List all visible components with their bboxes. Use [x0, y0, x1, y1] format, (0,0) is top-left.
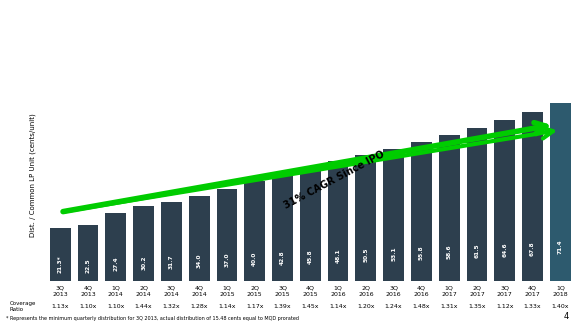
- Bar: [411, 142, 432, 281]
- Text: 1.33x: 1.33x: [524, 304, 541, 309]
- Bar: [466, 128, 487, 281]
- Text: 53.1: 53.1: [391, 246, 396, 261]
- Text: 50.5: 50.5: [363, 248, 368, 262]
- Text: 1.20x: 1.20x: [357, 304, 375, 309]
- Bar: [550, 103, 571, 281]
- Text: 27.4: 27.4: [113, 256, 118, 271]
- Bar: [300, 167, 321, 281]
- Text: 21.3*: 21.3*: [58, 255, 63, 273]
- Bar: [522, 112, 543, 281]
- Text: 42.8: 42.8: [280, 250, 285, 265]
- FancyArrowPatch shape: [63, 123, 546, 212]
- Text: DISTRIBUTION GROWTH: DISTRIBUTION GROWTH: [12, 19, 311, 39]
- Text: 1.24x: 1.24x: [385, 304, 403, 309]
- Text: 1.10x: 1.10x: [107, 304, 125, 309]
- Text: 1.31x: 1.31x: [440, 304, 458, 309]
- Bar: [383, 149, 404, 281]
- Bar: [244, 182, 265, 281]
- Bar: [78, 225, 99, 281]
- Bar: [216, 189, 237, 281]
- Text: 1.35x: 1.35x: [468, 304, 485, 309]
- Text: 64.6: 64.6: [502, 242, 508, 257]
- Text: 55.8: 55.8: [419, 245, 424, 260]
- Text: Coverage
Ratio: Coverage Ratio: [9, 301, 36, 312]
- Text: 1.13x: 1.13x: [52, 304, 69, 309]
- Text: 1.44x: 1.44x: [135, 304, 153, 309]
- Text: 1.28x: 1.28x: [190, 304, 208, 309]
- Bar: [494, 120, 515, 281]
- Bar: [106, 213, 126, 281]
- Text: 58.6: 58.6: [447, 245, 452, 259]
- Text: 37.0: 37.0: [224, 253, 230, 267]
- Bar: [161, 202, 182, 281]
- Text: 34.0: 34.0: [197, 254, 202, 268]
- Text: 1.40x: 1.40x: [552, 304, 569, 309]
- Text: Partners: Partners: [533, 33, 568, 42]
- Bar: [356, 155, 376, 281]
- Text: * Represents the minimum quarterly distribution for 3Q 2013, actual distribution: * Represents the minimum quarterly distr…: [6, 317, 299, 321]
- Text: 31.7: 31.7: [169, 255, 174, 269]
- Text: 67.8: 67.8: [530, 241, 535, 256]
- Text: 22.5: 22.5: [86, 258, 90, 273]
- Text: 1.14x: 1.14x: [218, 304, 235, 309]
- Text: Phillips66: Phillips66: [507, 17, 568, 27]
- Text: 1.45x: 1.45x: [302, 304, 319, 309]
- Bar: [328, 161, 349, 281]
- Text: 1.39x: 1.39x: [274, 304, 291, 309]
- Text: 71.4: 71.4: [558, 240, 563, 254]
- Text: 48.1: 48.1: [336, 248, 340, 263]
- Bar: [133, 206, 154, 281]
- Bar: [439, 135, 459, 281]
- Text: 4: 4: [563, 312, 568, 321]
- Text: 31% CAGR Since IPO: 31% CAGR Since IPO: [282, 149, 387, 211]
- Text: 1.32x: 1.32x: [162, 304, 180, 309]
- Text: 1.12x: 1.12x: [496, 304, 513, 309]
- Text: 30.2: 30.2: [141, 255, 146, 270]
- Text: 1.17x: 1.17x: [246, 304, 263, 309]
- Y-axis label: Dist. / Common LP Unit (cents/unit): Dist. / Common LP Unit (cents/unit): [30, 113, 36, 237]
- Text: 1.10x: 1.10x: [79, 304, 97, 309]
- Bar: [50, 228, 71, 281]
- Bar: [188, 196, 209, 281]
- Text: 61.5: 61.5: [474, 244, 480, 258]
- Text: 45.8: 45.8: [308, 249, 313, 264]
- Text: 1.48x: 1.48x: [412, 304, 430, 309]
- Bar: [272, 174, 293, 281]
- Text: 40.0: 40.0: [252, 252, 258, 266]
- Text: 1.14x: 1.14x: [329, 304, 347, 309]
